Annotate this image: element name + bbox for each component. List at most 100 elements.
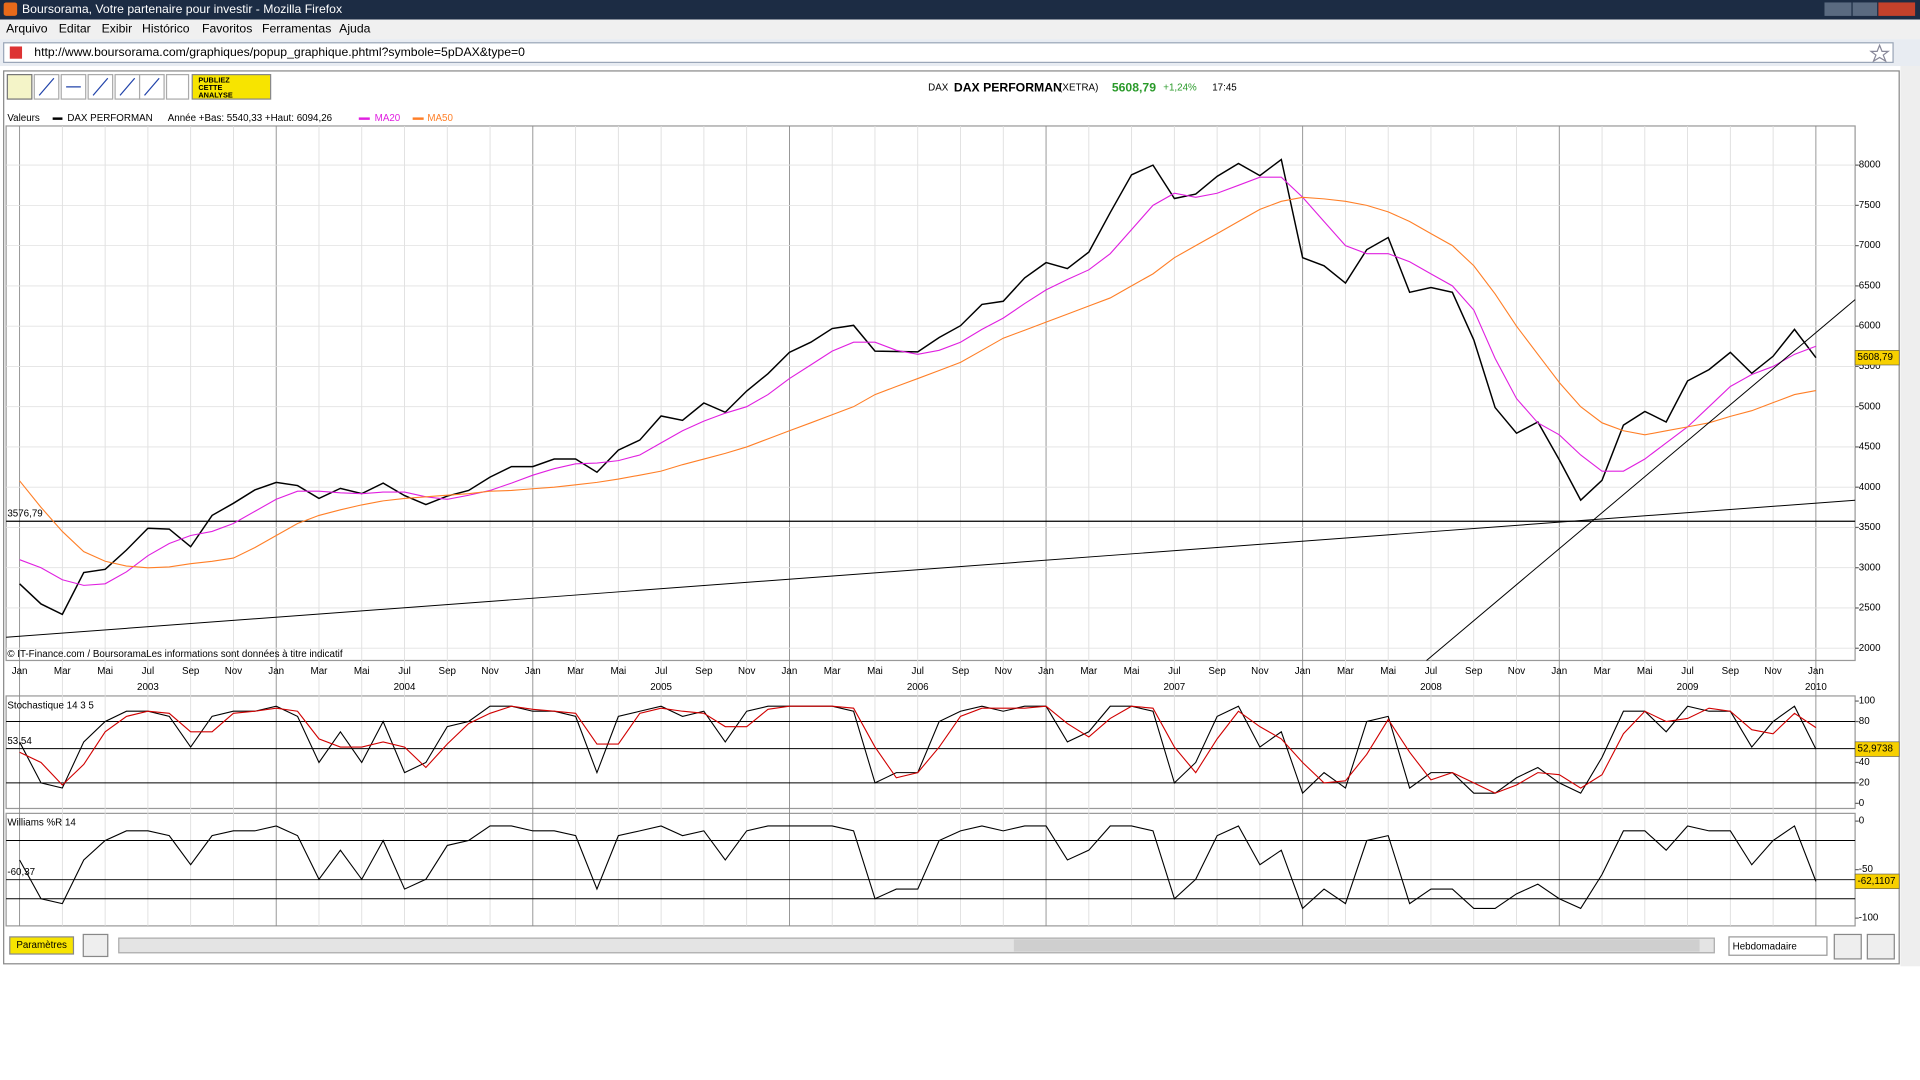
publish-text: CETTE <box>198 83 222 92</box>
address-field[interactable] <box>3 42 1894 63</box>
y-tick-label: 2500 <box>1859 603 1881 614</box>
x-tick-label: Nov <box>995 666 1013 677</box>
x-tick-label: Nov <box>738 666 756 677</box>
y-tick-label: 6500 <box>1859 280 1881 291</box>
x-tick-label: Sep <box>1722 666 1740 677</box>
trend-line <box>1426 299 1856 661</box>
legend <box>6 111 472 125</box>
y-tick-label: 3000 <box>1859 562 1881 573</box>
x-tick-label: Mar <box>1594 666 1612 677</box>
address-text[interactable]: http://www.boursorama.com/graphiques/pop… <box>34 45 525 59</box>
source-note: © IT-Finance.com / BoursoramaLes informa… <box>7 649 343 660</box>
y-tick-label: 20 <box>1859 777 1870 788</box>
series-line <box>19 176 1817 586</box>
print-button[interactable] <box>82 933 109 958</box>
x-tick-label: Jul <box>1425 666 1438 677</box>
trend-line <box>6 499 1856 638</box>
y-tick-label: 4500 <box>1859 442 1881 453</box>
x-tick-label: Jul <box>398 666 411 677</box>
change: +1,24% <box>1163 83 1197 94</box>
y-tick-label: 0 <box>1859 798 1865 809</box>
menu-bar <box>0 19 1920 40</box>
instrument-name: DAX PERFORMAN <box>954 80 1062 94</box>
bookmark-star[interactable] <box>1869 43 1890 63</box>
series-line <box>19 196 1817 569</box>
x-tick-label: Mar <box>824 666 842 677</box>
series-line <box>19 158 1817 616</box>
panel-title: Williams %R 14 <box>7 818 76 829</box>
x-tick-label: Jan <box>1551 666 1567 677</box>
year-label: 2003 <box>137 682 159 693</box>
menu-item[interactable]: Editar <box>59 22 91 36</box>
year-label: 2008 <box>1420 682 1442 693</box>
x-tick-label: Jul <box>655 666 668 677</box>
legend-label: MA20 <box>375 113 401 124</box>
legend-label: DAX PERFORMAN <box>67 113 152 124</box>
series-line <box>19 825 1817 910</box>
x-tick-label: Mai <box>97 666 113 677</box>
period-select[interactable] <box>1728 936 1828 956</box>
tool-zoom[interactable] <box>6 73 33 100</box>
price: 5608,79 <box>1112 80 1156 94</box>
year-label: 2010 <box>1805 682 1827 693</box>
x-tick-label: Sep <box>1208 666 1226 677</box>
app-icon <box>3 2 18 16</box>
x-tick-label: Mai <box>1124 666 1140 677</box>
menu-item[interactable]: Ferramentas <box>262 22 331 36</box>
x-tick-label: Jul <box>1168 666 1181 677</box>
year-label: 2005 <box>650 682 672 693</box>
x-tick-label: Mai <box>610 666 626 677</box>
y-tick-label: 5500 <box>1859 361 1881 372</box>
site-icon <box>9 46 23 59</box>
toolbar: PUBLIEZ CETTE ANALYSE <box>6 73 272 100</box>
publish-badge[interactable] <box>191 73 272 100</box>
ref-label: -60,37 <box>7 867 35 878</box>
zoom-out[interactable] <box>1833 933 1862 960</box>
series-line <box>19 705 1817 794</box>
tool-delete[interactable] <box>165 73 190 100</box>
x-tick-label: Mar <box>311 666 329 677</box>
x-tick-label: Sep <box>952 666 970 677</box>
x-tick-label: Jan <box>1808 666 1824 677</box>
x-tick-label: Sep <box>1465 666 1483 677</box>
x-tick-label: Jul <box>911 666 924 677</box>
last-value-box <box>1854 741 1900 757</box>
menu-item[interactable]: Histórico <box>142 22 190 36</box>
minimize-button[interactable] <box>1824 2 1852 16</box>
y-tick-label: 7000 <box>1859 240 1881 251</box>
main-plot <box>5 125 1856 662</box>
menu-item[interactable]: Ajuda <box>339 22 370 36</box>
close-button[interactable] <box>1878 2 1916 16</box>
year-label: 2009 <box>1677 682 1699 693</box>
x-tick-label: Jan <box>1038 666 1054 677</box>
x-tick-label: Jan <box>12 666 28 677</box>
menu-item[interactable]: Arquivo <box>6 22 48 36</box>
exchange: (XETRA) <box>1059 83 1098 94</box>
settings-label: Paramètres <box>16 940 67 951</box>
settings-button[interactable] <box>9 936 75 955</box>
x-tick-label: Nov <box>1508 666 1526 677</box>
x-tick-label: Nov <box>225 666 243 677</box>
y-tick-label: 8000 <box>1859 160 1881 171</box>
x-tick-label: Mai <box>1637 666 1653 677</box>
publish-text: ANALYSE <box>198 90 232 99</box>
scroll-thumb[interactable] <box>1013 939 1700 952</box>
y-tick-label: 2000 <box>1859 643 1881 654</box>
menu-item[interactable]: Exibir <box>102 22 133 36</box>
legend-label: MA50 <box>427 113 453 124</box>
menu-item[interactable]: Favoritos <box>202 22 252 36</box>
maximize-button[interactable] <box>1852 2 1878 16</box>
page-scrollbar[interactable] <box>1900 66 1920 967</box>
y-tick-label: 40 <box>1859 757 1870 768</box>
hline-label: 3576,79 <box>7 509 42 520</box>
zoom-in[interactable] <box>1866 933 1895 960</box>
x-tick-label: Nov <box>481 666 499 677</box>
x-tick-label: Jan <box>782 666 798 677</box>
y-tick-label: -100 <box>1859 913 1879 924</box>
grid: Jan Mar Mai Jul Sep Nov Jan Mar Mai Jul Sep Nov Jan M… <box>6 125 1881 926</box>
year-label: 2004 <box>394 682 416 693</box>
y-tick-label: 0 <box>1859 816 1865 827</box>
year-label: 2007 <box>1163 682 1185 693</box>
ref-label: 53,54 <box>7 736 32 747</box>
x-tick-label: Mar <box>1080 666 1098 677</box>
